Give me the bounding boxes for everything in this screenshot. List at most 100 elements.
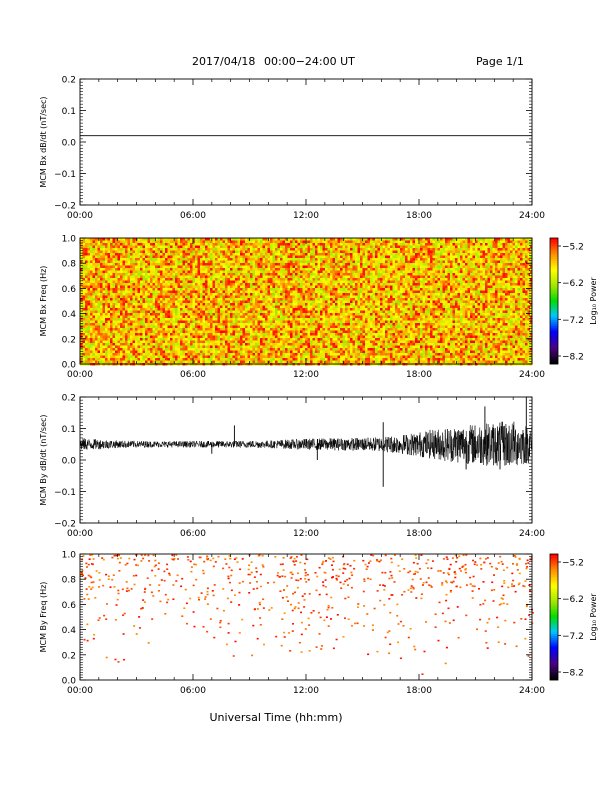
heatmap-cell — [452, 293, 455, 296]
heatmap-cell — [377, 300, 380, 303]
heatmap-cell — [352, 303, 355, 306]
heatmap-cell — [442, 293, 445, 296]
heatmap-cell — [237, 253, 240, 256]
heatmap-cell — [420, 260, 423, 263]
heatmap-cell — [175, 248, 178, 251]
heatmap-cell — [412, 263, 415, 266]
heatmap-cell — [517, 280, 520, 283]
heatmap-cell — [512, 270, 515, 273]
heatmap-cell — [92, 273, 95, 276]
heatmap-cell — [485, 263, 488, 266]
heatmap-cell — [357, 303, 360, 306]
heatmap-cell — [95, 255, 98, 258]
heatmap-cell — [345, 253, 348, 256]
heatmap-cell — [425, 288, 428, 291]
heatmap-cell — [507, 288, 510, 291]
heatmap-cell — [130, 250, 133, 253]
heatmap-cell — [452, 268, 455, 271]
heatmap-cell — [182, 248, 185, 251]
heatmap-cell — [150, 295, 153, 298]
heatmap-cell — [520, 250, 523, 253]
heatmap-cell — [425, 260, 428, 263]
heatmap-cell — [190, 265, 193, 268]
heatmap-cell — [110, 280, 113, 283]
heatmap-cell — [235, 300, 238, 303]
heatmap-cell — [395, 255, 398, 258]
heatmap-cell — [97, 273, 100, 276]
heatmap-cell — [410, 270, 413, 273]
heatmap-cell — [397, 270, 400, 273]
heatmap-cell — [412, 240, 415, 243]
heatmap-cell — [367, 280, 370, 283]
heatmap-cell — [502, 298, 505, 301]
heatmap-cell — [195, 260, 198, 263]
heatmap-cell — [505, 285, 508, 288]
heatmap-cell — [120, 250, 123, 253]
heatmap-cell — [112, 288, 115, 291]
heatmap-cell — [175, 275, 178, 278]
heatmap-cell — [267, 253, 270, 256]
heatmap-cell — [175, 240, 178, 243]
heatmap-cell — [527, 270, 530, 273]
heatmap-cell — [445, 253, 448, 256]
heatmap-cell — [457, 280, 460, 283]
heatmap-cell — [375, 268, 378, 271]
heatmap-cell — [117, 238, 120, 241]
heatmap-cell — [357, 270, 360, 273]
heatmap-cell — [502, 245, 505, 248]
heatmap-cell — [287, 240, 290, 243]
heatmap-cell — [237, 243, 240, 246]
heatmap-cell — [132, 288, 135, 291]
heatmap-cell — [177, 265, 180, 268]
heatmap-cell — [490, 258, 493, 261]
heatmap-cell — [355, 238, 358, 241]
heatmap-cell — [155, 275, 158, 278]
heatmap-cell — [387, 238, 390, 241]
heatmap-cell — [322, 243, 325, 246]
heatmap-cell — [500, 238, 503, 241]
heatmap-cell — [97, 258, 100, 261]
panels-group: 00:00 06:00 12:00 18:00 24:00−0.2−0.10.00.10… — [39, 76, 598, 697]
heatmap-cell — [365, 283, 368, 286]
heatmap-cell — [467, 285, 470, 288]
heatmap-cell — [112, 250, 115, 253]
heatmap-cell — [485, 293, 488, 296]
heatmap-cell — [222, 253, 225, 256]
heatmap-cell — [182, 268, 185, 271]
heatmap-cell — [267, 273, 270, 276]
heatmap-cell — [105, 260, 108, 263]
heatmap-cell — [97, 268, 100, 271]
heatmap-cell — [425, 290, 428, 293]
heatmap-cell — [230, 238, 233, 241]
heatmap-cell — [95, 250, 98, 253]
heatmap-cell — [362, 275, 365, 278]
heatmap-cell — [362, 273, 365, 276]
heatmap-cell — [320, 260, 323, 263]
heatmap-cell — [352, 240, 355, 243]
heatmap-cell — [255, 298, 258, 301]
heatmap-cell — [380, 278, 383, 281]
heatmap-cell — [372, 288, 375, 291]
heatmap-cell — [345, 278, 348, 281]
heatmap-cell — [402, 260, 405, 263]
heatmap-cell — [340, 295, 343, 298]
heatmap-cell — [285, 238, 288, 241]
heatmap-cell — [117, 303, 120, 306]
heatmap-cell — [490, 263, 493, 266]
heatmap-cell — [202, 245, 205, 248]
heatmap-cell — [147, 300, 150, 303]
heatmap-cell — [430, 245, 433, 248]
heatmap-cell — [382, 238, 385, 241]
heatmap-cell — [435, 263, 438, 266]
heatmap-cell — [132, 303, 135, 306]
heatmap-cell — [390, 275, 393, 278]
heatmap-cell — [327, 263, 330, 266]
heatmap-cell — [280, 258, 283, 261]
heatmap-cell — [425, 278, 428, 281]
heatmap-cell — [107, 240, 110, 243]
heatmap-cell — [345, 255, 348, 258]
heatmap-cell — [457, 290, 460, 293]
heatmap-cell — [340, 283, 343, 286]
heatmap-cell — [127, 243, 130, 246]
heatmap-cell — [422, 263, 425, 266]
